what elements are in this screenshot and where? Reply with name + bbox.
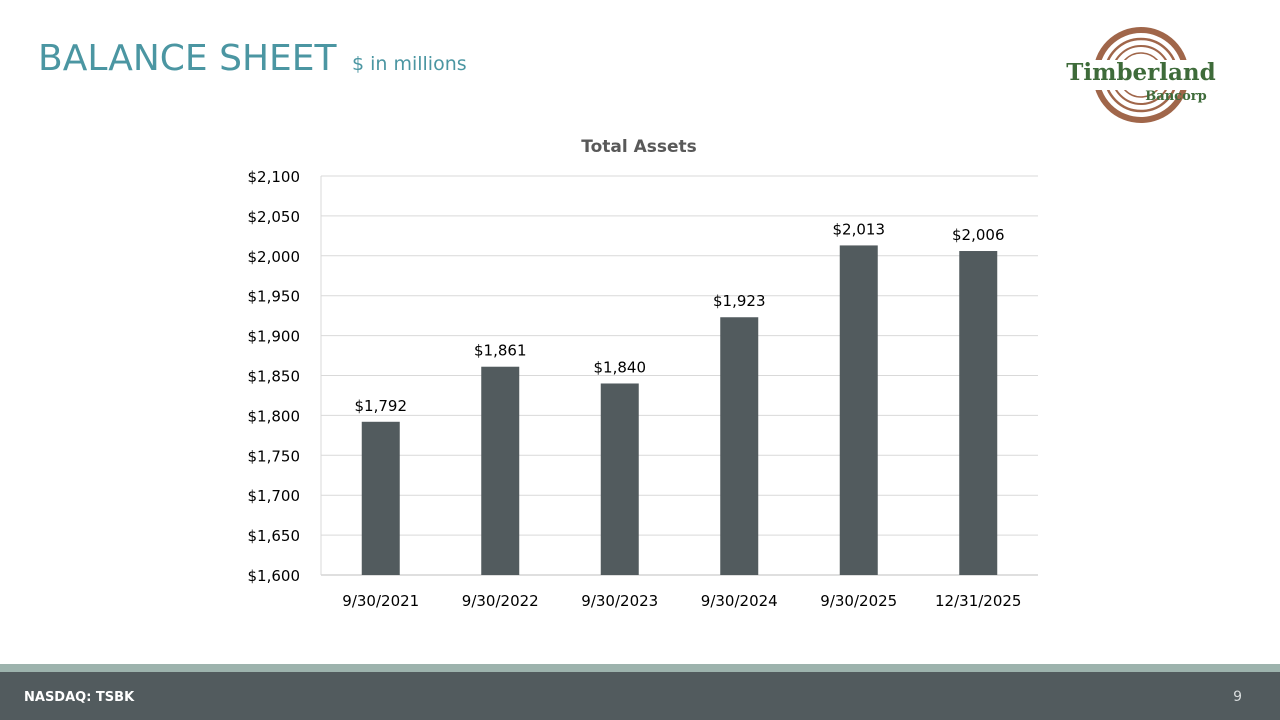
chart-title: Total Assets	[581, 137, 697, 157]
x-tick-label: 12/31/2025	[935, 592, 1021, 610]
data-label: $2,006	[952, 226, 1005, 244]
y-tick-label: $2,050	[248, 208, 301, 226]
data-label: $1,923	[713, 292, 766, 310]
y-tick-label: $2,100	[248, 168, 301, 186]
bars	[361, 245, 998, 575]
bar	[600, 383, 639, 575]
y-tick-label: $1,750	[248, 447, 301, 465]
total-assets-chart: Total Assets $1,600$1,650$1,700$1,750$1,…	[248, 137, 1038, 610]
data-label: $2,013	[833, 220, 886, 238]
y-tick-label: $1,650	[248, 527, 301, 545]
x-tick-label: 9/30/2023	[581, 592, 658, 610]
bar	[959, 251, 998, 575]
gridlines	[320, 175, 1038, 576]
footer-accent-band	[0, 664, 1280, 672]
data-label: $1,840	[594, 358, 647, 376]
x-tick-label: 9/30/2021	[342, 592, 419, 610]
bar	[361, 421, 400, 575]
timberland-bancorp-logo: Timberland Bancorp	[1057, 27, 1225, 123]
footer-bar	[0, 672, 1280, 720]
logo-name: Timberland	[1066, 59, 1215, 86]
y-tick-label: $1,700	[248, 487, 301, 505]
bar	[839, 245, 878, 575]
y-tick-label: $1,850	[248, 368, 301, 386]
bar	[481, 366, 520, 575]
page-number: 9	[1233, 689, 1242, 705]
y-tick-label: $2,000	[248, 248, 301, 266]
y-tick-label: $1,800	[248, 407, 301, 425]
logo-sub: Bancorp	[1145, 89, 1206, 104]
footer-ticker: NASDAQ: TSBK	[24, 690, 135, 705]
bar	[720, 317, 759, 575]
x-tick-label: 9/30/2024	[701, 592, 778, 610]
data-label: $1,792	[355, 397, 408, 415]
x-tick-label: 9/30/2025	[820, 592, 897, 610]
data-label: $1,861	[474, 342, 527, 360]
slide-title-text: BALANCE SHEET	[38, 38, 337, 79]
y-axis-ticks: $1,600 $1,650 $1,700 $1,750 $1,800 $1,850 $1,9…	[248, 168, 301, 585]
y-tick-label: $1,600	[248, 567, 301, 585]
slide-subtitle: $ in millions	[351, 53, 467, 75]
y-tick-label: $1,900	[248, 328, 301, 346]
data-labels: $1,792 $1,861 $1,840 $1,923 $2,013 $2,006	[355, 220, 1005, 414]
y-tick-label: $1,950	[248, 288, 301, 306]
x-axis-ticks: 9/30/2021 9/30/2022 9/30/2023 9/30/2024 9/30…	[342, 592, 1021, 610]
slide-title: BALANCE SHEET $ in millions	[38, 38, 467, 79]
x-tick-label: 9/30/2022	[462, 592, 539, 610]
